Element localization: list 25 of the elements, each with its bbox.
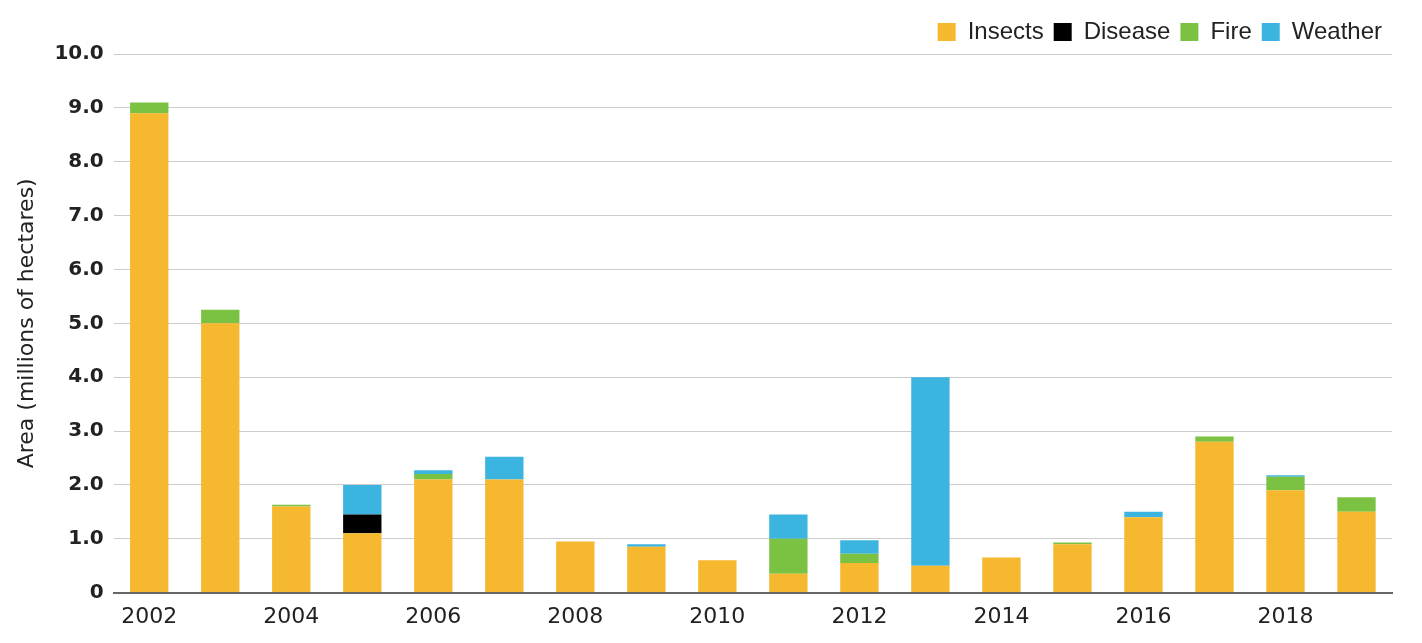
y-tick-label: 8.0	[68, 147, 104, 172]
x-tick-label: 2002	[121, 602, 178, 628]
legend-label: Disease	[1083, 16, 1171, 44]
x-tick-label: 2014	[973, 602, 1030, 628]
x-tick-label: 2010	[689, 602, 746, 628]
y-tick-label: 7.0	[68, 201, 104, 226]
x-tick-label: 2012	[831, 602, 888, 628]
y-tick-label: 3.0	[68, 417, 104, 442]
x-tick-label: 2016	[1115, 602, 1172, 628]
y-tick-label: 9.0	[68, 94, 104, 119]
legend-label: Fire	[1210, 16, 1252, 44]
x-tick-label: 2006	[405, 602, 462, 628]
y-tick-label: 5.0	[68, 309, 104, 334]
y-tick-label: 6.0	[68, 255, 104, 280]
x-tick-label: 2008	[547, 602, 604, 628]
legend-label: Insects	[967, 16, 1044, 44]
y-tick-label: 10.0	[54, 40, 104, 65]
legend-label: Weather	[1291, 16, 1383, 44]
y-tick-label: 2.0	[68, 471, 104, 496]
y-tick-label: 4.0	[68, 363, 104, 388]
y-axis-title: Area (millions of hectares)	[12, 178, 38, 469]
y-tick-label: 1.0	[68, 524, 104, 549]
y-tick-label: 0	[89, 578, 104, 603]
x-tick-label: 2018	[1257, 602, 1314, 628]
x-tick-label: 2004	[263, 602, 320, 628]
